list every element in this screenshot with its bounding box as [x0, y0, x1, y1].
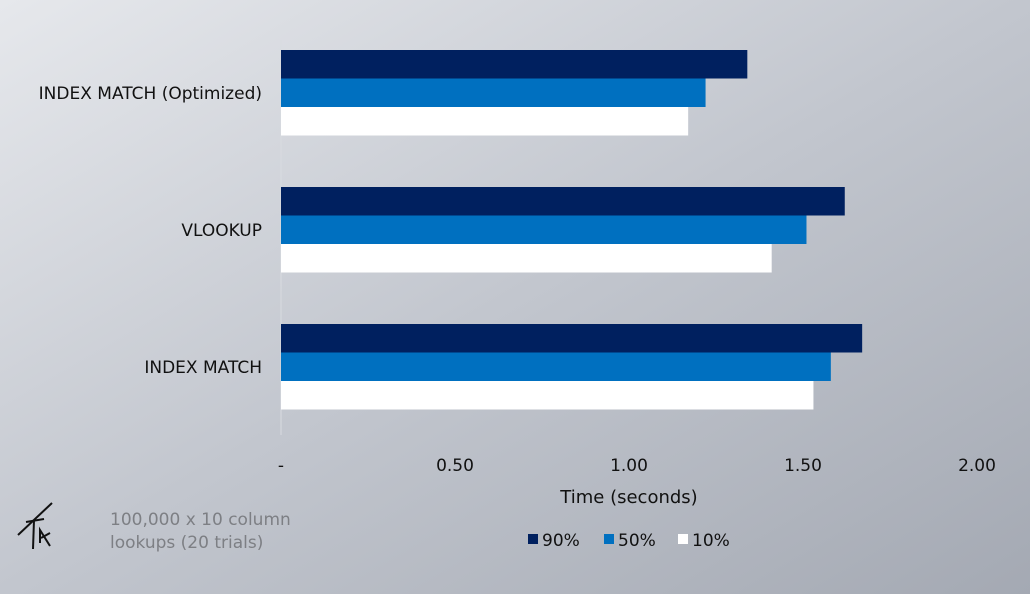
legend-label: 10% [692, 531, 730, 551]
annotation-line-1: 100,000 x 10 column [110, 510, 291, 530]
bar-50pct-2 [281, 352, 831, 381]
legend-swatch [678, 534, 688, 544]
category-label: INDEX MATCH [144, 358, 262, 378]
annotation-line-2: lookups (20 trials) [110, 533, 263, 553]
legend-label: 50% [618, 531, 656, 551]
category-label: INDEX MATCH (Optimized) [39, 84, 262, 104]
bar-90pct-0 [281, 50, 748, 79]
legend-swatch [604, 534, 614, 544]
x-tick-label: 2.00 [958, 456, 996, 476]
bar-10pct-1 [281, 244, 772, 273]
x-tick-label: 0.50 [436, 456, 474, 476]
logo [17, 502, 53, 550]
x-tick-label: - [278, 456, 284, 476]
bar-90pct-2 [281, 324, 863, 353]
x-axis-label: Time (seconds) [559, 487, 697, 508]
bar-50pct-1 [281, 215, 807, 244]
bar-10pct-0 [281, 107, 689, 136]
bar-10pct-2 [281, 381, 814, 410]
x-tick-label: 1.50 [784, 456, 822, 476]
category-label: VLOOKUP [181, 221, 262, 241]
x-tick-label: 1.00 [610, 456, 648, 476]
legend-label: 90% [542, 531, 580, 551]
bar-90pct-1 [281, 187, 845, 216]
legend-swatch [528, 534, 538, 544]
bar-50pct-0 [281, 78, 706, 107]
